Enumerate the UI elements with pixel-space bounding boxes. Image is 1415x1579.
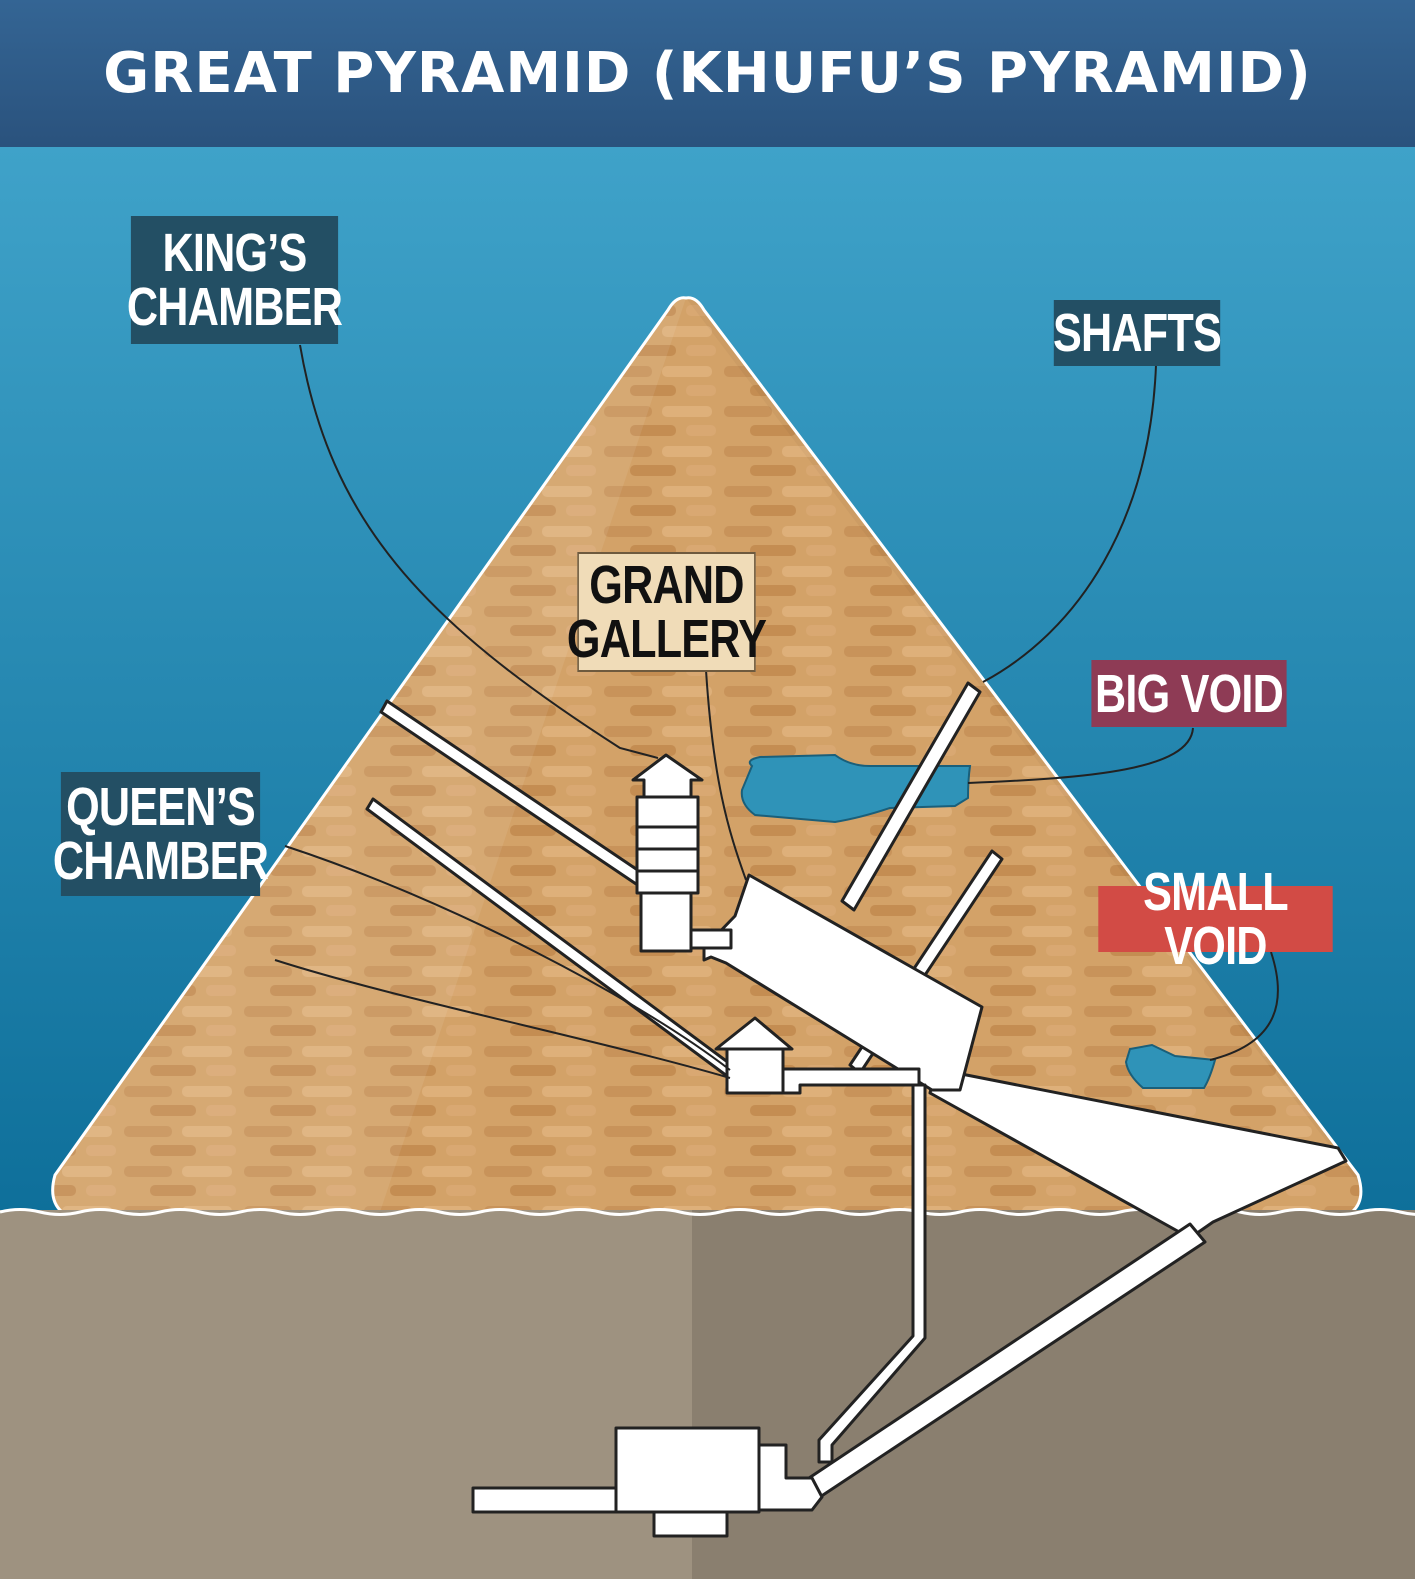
- big-void-label: BIG VOID: [1091, 660, 1287, 727]
- queens-chamber-leader: [284, 845, 731, 1071]
- grand-gallery-leader: [705, 669, 747, 881]
- well-shaft: [817, 1083, 927, 1464]
- ground-left: [0, 1210, 692, 1579]
- shafts-leader: [982, 364, 1157, 683]
- ground-right: [692, 1210, 1415, 1579]
- small-void-label: SMALL VOID: [1098, 865, 1333, 973]
- title-bar: GREAT PYRAMID (KHUFU’S PYRAMID): [0, 0, 1415, 147]
- small-void-shape: [1124, 1043, 1217, 1089]
- kings-south-shaft: [840, 681, 982, 912]
- kings-chamber-base: [639, 891, 693, 953]
- subterranean-pit: [652, 1510, 729, 1538]
- kings-chamber-leader: [299, 344, 659, 759]
- queens-chamber-room: [725, 1046, 785, 1095]
- descending-passage-upper: [928, 1067, 1348, 1240]
- kings-chamber-roof: [631, 753, 704, 799]
- subterranean-tunnel: [471, 1486, 618, 1514]
- grand-gallery-label: GRAND GALLERY: [567, 552, 767, 672]
- passages: [365, 681, 1348, 1538]
- kings-chamber-connector: [689, 928, 733, 950]
- subterranean-chamber: [614, 1426, 761, 1514]
- subterranean-entry: [757, 1443, 824, 1512]
- small-void-leader: [1209, 951, 1279, 1061]
- leader-lines: [274, 344, 1279, 1079]
- kings-chamber-label: KING’S CHAMBER: [127, 216, 343, 344]
- big-void-leader: [967, 727, 1194, 784]
- page-title: GREAT PYRAMID (KHUFU’S PYRAMID): [103, 41, 1312, 106]
- queens-chamber-roof: [714, 1016, 794, 1051]
- queens-chamber-label: QUEEN’S CHAMBER: [53, 772, 269, 896]
- shafts-label: SHAFTS: [1053, 300, 1222, 366]
